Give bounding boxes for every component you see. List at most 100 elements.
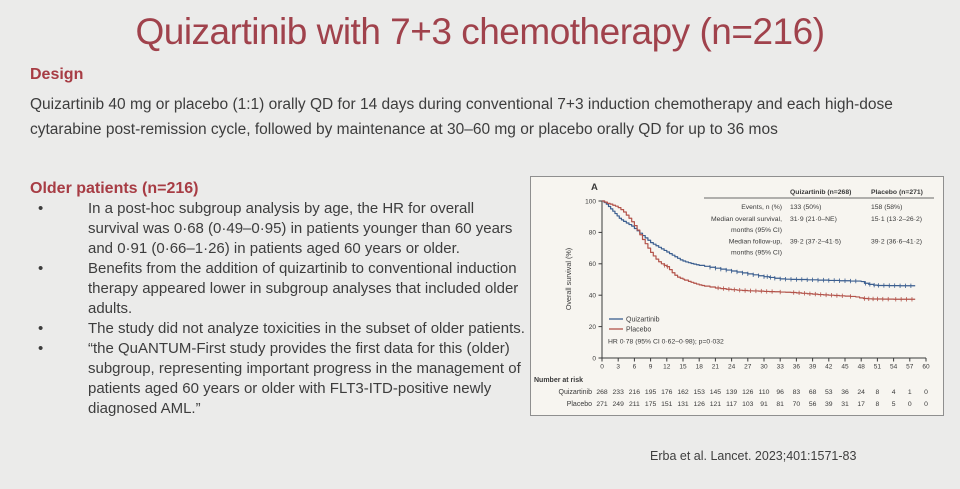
svg-text:0: 0 bbox=[592, 355, 596, 362]
svg-text:18: 18 bbox=[696, 364, 704, 371]
svg-text:20: 20 bbox=[589, 324, 597, 331]
svg-text:45: 45 bbox=[841, 364, 849, 371]
svg-text:31: 31 bbox=[841, 401, 849, 408]
svg-text:117: 117 bbox=[726, 401, 737, 408]
hr-annotation: HR 0·78 (95% CI 0·62–0·98); p=0·032 bbox=[608, 339, 724, 346]
y-axis: 0 20 40 60 80 100 Overall survival (%) bbox=[564, 198, 603, 362]
svg-text:9: 9 bbox=[649, 364, 653, 371]
svg-text:151: 151 bbox=[661, 401, 673, 408]
svg-text:0: 0 bbox=[924, 401, 928, 408]
svg-text:96: 96 bbox=[776, 389, 784, 396]
svg-text:145: 145 bbox=[710, 389, 722, 396]
svg-text:0: 0 bbox=[908, 401, 912, 408]
svg-text:195: 195 bbox=[645, 389, 657, 396]
svg-text:Quizartinib (n=268): Quizartinib (n=268) bbox=[790, 189, 851, 196]
svg-text:249: 249 bbox=[613, 401, 625, 408]
svg-text:15: 15 bbox=[679, 364, 687, 371]
series-quizartinib bbox=[602, 200, 916, 288]
svg-text:24: 24 bbox=[728, 364, 736, 371]
svg-text:months (95% CI): months (95% CI) bbox=[731, 227, 782, 234]
svg-text:Median follow-up,: Median follow-up, bbox=[729, 239, 782, 246]
svg-text:103: 103 bbox=[742, 401, 754, 408]
svg-text:53: 53 bbox=[825, 389, 833, 396]
svg-text:139: 139 bbox=[726, 389, 738, 396]
svg-text:60: 60 bbox=[589, 261, 597, 268]
svg-text:133 (50%): 133 (50%) bbox=[790, 204, 821, 211]
svg-text:Events, n (%): Events, n (%) bbox=[741, 204, 782, 211]
citation: Erba et al. Lancet. 2023;401:1571-83 bbox=[650, 449, 857, 463]
svg-text:126: 126 bbox=[694, 401, 706, 408]
svg-text:6: 6 bbox=[633, 364, 637, 371]
svg-text:Quizartinib: Quizartinib bbox=[559, 389, 593, 396]
svg-text:233: 233 bbox=[613, 389, 625, 396]
svg-text:110: 110 bbox=[759, 389, 770, 396]
legend: Quizartinib Placebo bbox=[609, 316, 660, 333]
svg-text:Number at risk: Number at risk bbox=[534, 377, 583, 384]
svg-text:175: 175 bbox=[645, 401, 657, 408]
svg-text:3: 3 bbox=[616, 364, 620, 371]
svg-text:months (95% CI): months (95% CI) bbox=[731, 250, 782, 257]
svg-text:80: 80 bbox=[589, 230, 597, 237]
svg-text:211: 211 bbox=[629, 401, 640, 408]
svg-text:271: 271 bbox=[596, 401, 608, 408]
svg-text:51: 51 bbox=[874, 364, 882, 371]
x-axis: 0 3 6 9 12 15 18 21 24 27 30 33 36 39 42 45 48 51 54 57 60 bbox=[600, 357, 930, 371]
svg-text:Median overall survival,: Median overall survival, bbox=[711, 216, 782, 223]
slide-title: Quizartinib with 7+3 chemotherapy (n=216… bbox=[135, 11, 825, 52]
svg-text:42: 42 bbox=[825, 364, 833, 371]
svg-text:176: 176 bbox=[661, 389, 673, 396]
svg-text:131: 131 bbox=[677, 401, 689, 408]
svg-text:126: 126 bbox=[742, 389, 754, 396]
svg-text:27: 27 bbox=[744, 364, 752, 371]
svg-text:121: 121 bbox=[710, 401, 722, 408]
bullet-list: In a post-hoc subgroup analysis by age, … bbox=[30, 199, 526, 419]
svg-text:39: 39 bbox=[809, 364, 817, 371]
svg-text:48: 48 bbox=[858, 364, 866, 371]
svg-text:0: 0 bbox=[600, 364, 604, 371]
svg-text:Placebo: Placebo bbox=[567, 401, 592, 408]
svg-text:24: 24 bbox=[857, 389, 865, 396]
svg-text:81: 81 bbox=[776, 401, 784, 408]
svg-text:68: 68 bbox=[809, 389, 817, 396]
svg-text:36: 36 bbox=[841, 389, 849, 396]
bullet-item: In a post-hoc subgroup analysis by age, … bbox=[30, 199, 526, 259]
svg-text:Quizartinib: Quizartinib bbox=[626, 316, 660, 323]
svg-text:83: 83 bbox=[793, 389, 801, 396]
svg-text:268: 268 bbox=[596, 389, 608, 396]
bullet-item: The study did not analyze toxicities in … bbox=[30, 319, 526, 339]
svg-text:40: 40 bbox=[589, 293, 597, 300]
design-heading: Design bbox=[30, 66, 84, 83]
svg-text:33: 33 bbox=[777, 364, 785, 371]
svg-text:153: 153 bbox=[694, 389, 706, 396]
svg-text:54: 54 bbox=[890, 364, 898, 371]
svg-text:39: 39 bbox=[825, 401, 833, 408]
y-axis-label: Overall survival (%) bbox=[564, 248, 573, 310]
bullet-item: Benefits from the addition of quizartini… bbox=[30, 259, 526, 319]
svg-text:158 (58%): 158 (58%) bbox=[871, 204, 902, 211]
svg-text:1: 1 bbox=[908, 389, 912, 396]
svg-text:5: 5 bbox=[892, 401, 896, 408]
svg-text:36: 36 bbox=[793, 364, 801, 371]
svg-text:Placebo: Placebo bbox=[626, 326, 651, 333]
km-survival-figure: A 0 20 40 60 80 100 Overall survival (%) 0 3 6 9 12 1… bbox=[530, 176, 944, 416]
svg-text:15·1 (13·2–26·2): 15·1 (13·2–26·2) bbox=[871, 216, 922, 223]
svg-text:60: 60 bbox=[922, 364, 930, 371]
svg-text:21: 21 bbox=[712, 364, 720, 371]
design-text: Quizartinib 40 mg or placebo (1:1) orall… bbox=[30, 96, 893, 138]
svg-text:56: 56 bbox=[809, 401, 817, 408]
panel-label: A bbox=[591, 182, 598, 193]
svg-text:216: 216 bbox=[629, 389, 641, 396]
svg-text:8: 8 bbox=[876, 401, 880, 408]
svg-text:4: 4 bbox=[892, 389, 896, 396]
svg-text:39·2 (36·6–41·2): 39·2 (36·6–41·2) bbox=[871, 239, 922, 246]
svg-text:17: 17 bbox=[857, 401, 865, 408]
svg-text:70: 70 bbox=[793, 401, 801, 408]
svg-text:162: 162 bbox=[677, 389, 689, 396]
svg-text:0: 0 bbox=[924, 389, 928, 396]
bullet-item: “the QuANTUM-First study provides the fi… bbox=[30, 339, 526, 419]
svg-text:30: 30 bbox=[760, 364, 768, 371]
svg-text:8: 8 bbox=[876, 389, 880, 396]
